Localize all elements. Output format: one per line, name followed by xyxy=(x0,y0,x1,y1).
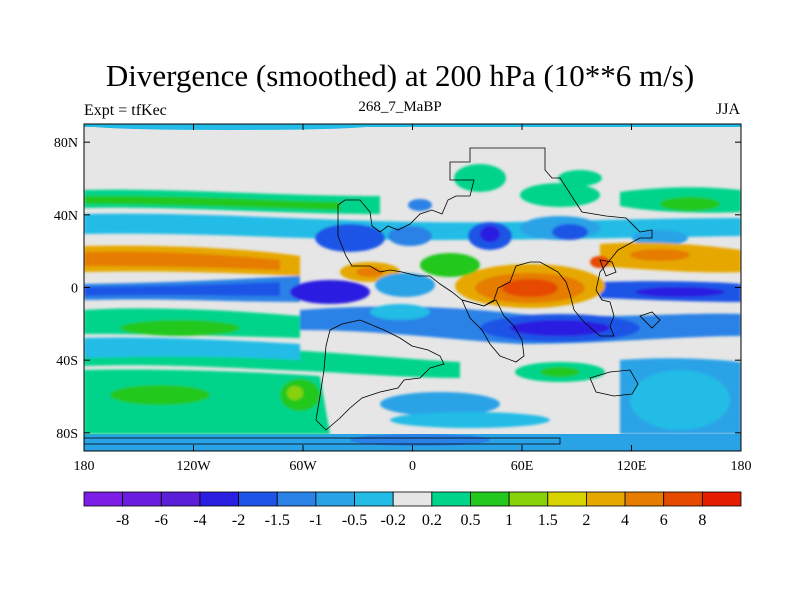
colorbar-label: -2 xyxy=(232,512,245,529)
lon-tick-label: 180 xyxy=(74,459,95,474)
lat-tick-label: 0 xyxy=(71,282,78,297)
season-label: JJA xyxy=(715,101,740,118)
colorbar-label: -1 xyxy=(309,512,322,529)
lon-tick-label: 120E xyxy=(617,459,647,474)
lat-tick-label: 80S xyxy=(56,427,78,442)
colorbar-label: 0.2 xyxy=(422,512,442,529)
colorbar-label: 4 xyxy=(621,512,629,529)
colorbar-swatch xyxy=(276,491,317,507)
lat-tick-label: 40S xyxy=(56,354,78,369)
lon-tick-label: 120W xyxy=(176,459,211,474)
colorbar-label: -0.2 xyxy=(381,512,406,529)
colorbar: -8 -6 -4 -2 -1.5 -1 -0.5 -0.2 0.2 0.5 1 1.5 2 4 6 8 xyxy=(83,491,742,529)
colorbar-label: -1.5 xyxy=(265,512,290,529)
colorbar-swatch xyxy=(547,491,587,507)
colorbar-swatch xyxy=(431,491,471,507)
colorbar-swatch xyxy=(586,491,626,507)
colorbar-label: -6 xyxy=(155,512,168,529)
colorbar-swatch xyxy=(392,491,433,507)
chart-title: Divergence (smoothed) at 200 hPa (10**6 … xyxy=(105,58,695,93)
colorbar-swatch xyxy=(470,491,510,507)
colorbar-swatch xyxy=(315,491,355,507)
colorbar-swatch xyxy=(122,491,162,507)
lon-tick-label: 0 xyxy=(409,459,416,474)
colorbar-label: 1.5 xyxy=(538,512,558,529)
colorbar-label: 2 xyxy=(582,512,590,529)
colorbar-label: -0.5 xyxy=(342,512,367,529)
colorbar-label: 8 xyxy=(698,512,706,529)
colorbar-label: -8 xyxy=(116,512,129,529)
experiment-label: Expt = tfKec xyxy=(84,102,167,119)
lon-tick-label: 60W xyxy=(289,459,317,474)
lat-tick-label: 80N xyxy=(54,136,78,151)
colorbar-swatch xyxy=(199,491,239,507)
colorbar-swatch xyxy=(624,491,665,507)
longitude-axis: 180 120W 60W 0 60E 120E 180 xyxy=(74,124,752,474)
colorbar-swatch xyxy=(160,491,201,507)
coastlines xyxy=(84,147,661,445)
lat-tick-label: 40N xyxy=(54,209,78,224)
colorbar-label: 1 xyxy=(505,512,513,529)
field-layer xyxy=(84,124,741,451)
colorbar-swatch xyxy=(663,491,703,507)
colorbar-swatch xyxy=(354,491,394,507)
colorbar-swatch xyxy=(508,491,549,507)
lon-tick-label: 60E xyxy=(511,459,534,474)
colorbar-swatch xyxy=(83,491,124,507)
colorbar-swatch xyxy=(238,491,278,507)
colorbar-label: -4 xyxy=(193,512,206,529)
colorbar-label: 6 xyxy=(660,512,668,529)
latitude-axis: 80N 40N 0 40S 80S xyxy=(54,136,741,442)
run-label: 268_7_MaBP xyxy=(358,99,442,115)
lon-tick-label: 180 xyxy=(731,459,752,474)
colorbar-swatch xyxy=(701,491,742,507)
colorbar-label: 0.5 xyxy=(460,512,480,529)
